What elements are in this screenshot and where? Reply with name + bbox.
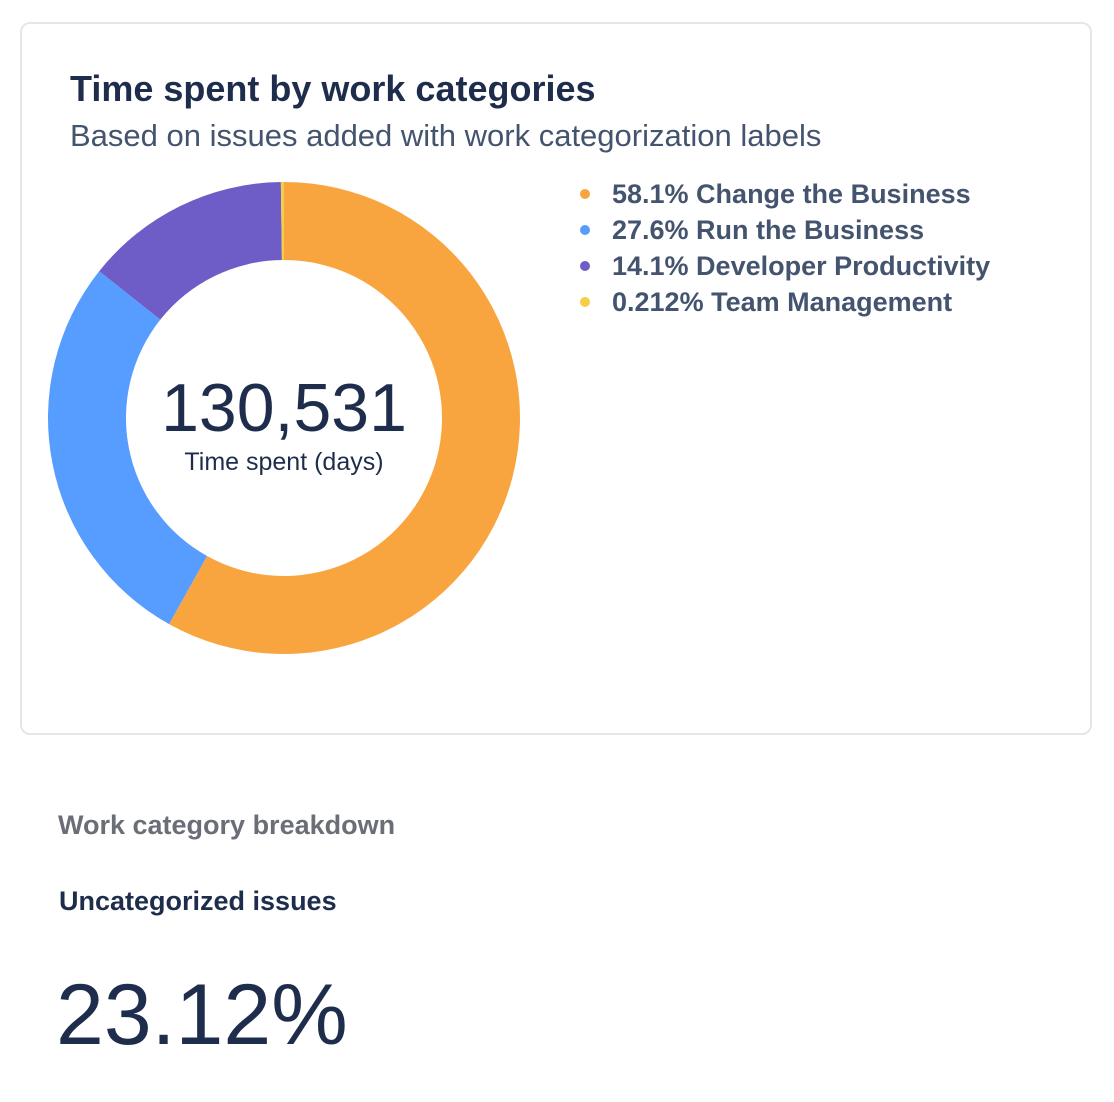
legend-item[interactable]: 58.1% Change the Business: [580, 176, 990, 212]
legend-item[interactable]: 14.1% Developer Productivity: [580, 248, 990, 284]
legend-label: 0.212% Team Management: [612, 286, 953, 317]
legend-label: 58.1% Change the Business: [612, 178, 971, 209]
total-time-value: 130,531: [161, 370, 407, 446]
uncategorized-issues-label: Uncategorized issues: [59, 886, 337, 916]
total-time-label: Time spent (days): [184, 448, 384, 476]
donut-slice-developer-productivity[interactable]: [99, 182, 282, 320]
legend-item[interactable]: 0.212% Team Management: [580, 284, 990, 320]
legend-label: 27.6% Run the Business: [612, 214, 925, 245]
donut-chart: [47, 182, 520, 654]
chart-title: Time spent by work categories: [70, 68, 596, 109]
chart-legend: 58.1% Change the Business 27.6% Run the B…: [580, 176, 990, 320]
section-heading: Work category breakdown: [58, 810, 396, 840]
legend-dot-icon: [580, 225, 590, 235]
legend-dot-icon: [580, 261, 590, 271]
legend-item[interactable]: 27.6% Run the Business: [580, 212, 990, 248]
legend-dot-icon: [580, 189, 590, 199]
uncategorized-issues-value: 23.12%: [56, 967, 348, 1063]
legend-dot-icon: [580, 297, 590, 307]
donut-slice-change-the-business[interactable]: [169, 182, 520, 654]
donut-slice-team-management[interactable]: [280, 182, 284, 261]
donut-slice-run-the-business[interactable]: [47, 271, 208, 625]
legend-label: 14.1% Developer Productivity: [612, 250, 991, 281]
chart-subtitle: Based on issues added with work categori…: [70, 118, 822, 153]
